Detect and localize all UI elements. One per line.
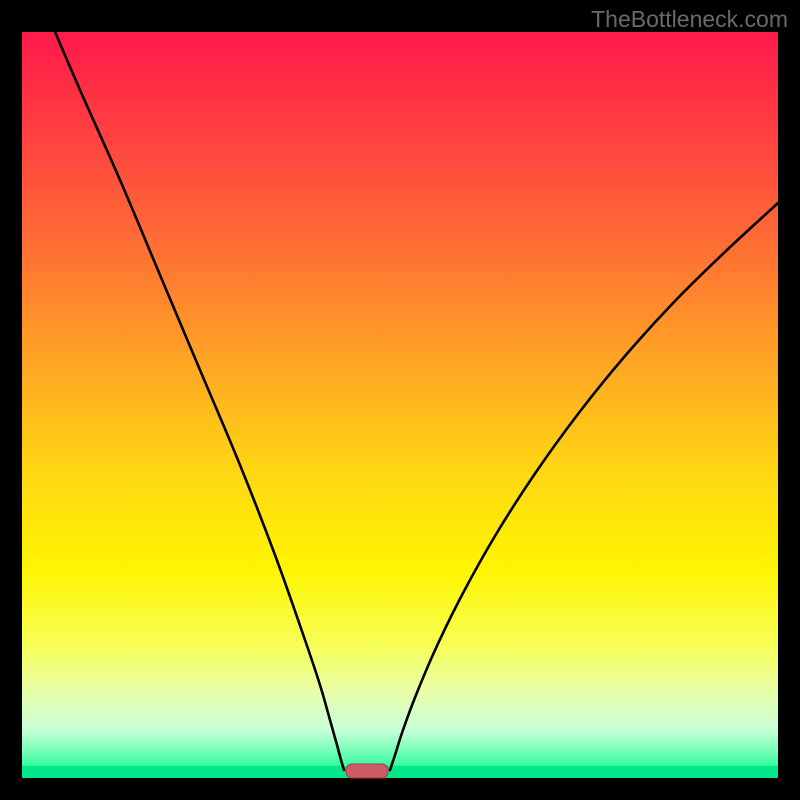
figure-container: TheBottleneck.com — [0, 0, 800, 800]
plot-background — [22, 32, 778, 778]
watermark-text: TheBottleneck.com — [591, 6, 788, 33]
optimal-marker — [346, 764, 388, 778]
green-band — [22, 766, 778, 778]
bottleneck-chart — [0, 0, 800, 800]
